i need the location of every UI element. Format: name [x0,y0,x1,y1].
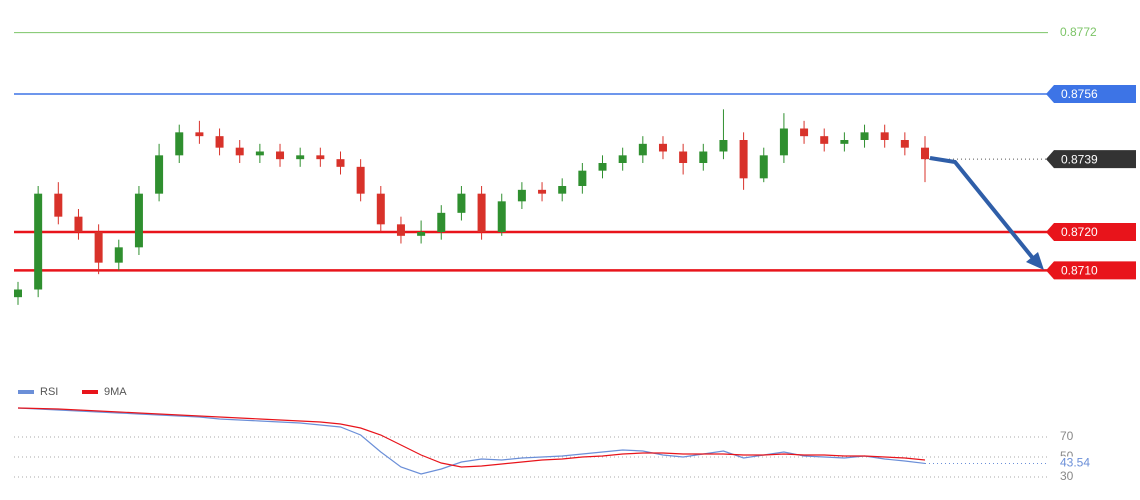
candle-body [34,193,43,290]
candle-body [336,159,345,167]
candle-body [94,232,103,263]
level-badge [1046,261,1136,280]
legend-swatch [82,390,98,394]
y-tick-label: 70 [1060,429,1074,443]
level-label: 0.8772 [1060,25,1097,39]
candle-body [840,140,849,144]
candle-body [517,189,526,202]
level-badge [1046,223,1136,241]
candle-body [739,140,748,179]
candle-body [578,170,587,186]
last-value-bg [1056,456,1102,471]
candle-body [276,151,285,160]
candle-body [175,132,184,156]
rsi-line [17,407,926,475]
candle-body [658,143,667,152]
candle-body [195,132,204,137]
level-label: 0.8739 [1061,152,1098,166]
candle-body [296,155,305,160]
candle-body [759,155,768,179]
candle-body [719,140,728,152]
candle-body [699,151,708,163]
level-label: 0.8756 [1061,87,1098,101]
forecast-arrow [929,156,1038,264]
candle-body [538,189,547,194]
legend-label: 9MA [104,386,127,398]
candle-body [880,132,889,140]
candle-body [558,186,567,194]
candle-body [900,140,909,148]
candle-body [618,155,627,163]
candle-body [457,193,466,213]
candle-body [800,128,809,137]
candle-body [437,212,446,232]
candle-body [820,136,829,144]
candle-body [235,147,244,156]
candle-body [598,163,607,171]
candle-body [638,143,647,156]
level-label: 0.8720 [1061,225,1098,239]
candle-body [54,193,63,217]
candle-body [114,247,123,263]
candle-body [155,155,164,194]
price-panel: 0.8772 0.8756 0.8739 0.8720 0.8710 [14,25,1136,305]
forecast-arrowhead [1026,252,1044,270]
candle-body [396,224,405,236]
candle-body [255,151,264,156]
candle-body [356,166,365,194]
candle-body [679,151,688,163]
legend-label: RSI [40,386,58,398]
legend-swatch [18,390,34,394]
level-badge [1046,150,1136,169]
candle-body [376,193,385,225]
y-tick-label: 30 [1060,469,1074,483]
candle-body [134,193,143,248]
level-badge [1046,85,1136,103]
candle-body [316,155,325,160]
last-value-label: 43.54 [1060,456,1090,470]
candle-body [14,289,22,298]
candle-body [497,201,506,232]
candle-body [779,128,788,156]
candle-body [215,136,224,148]
candle-body [417,232,426,236]
candle-body [860,132,869,140]
candle-body [477,193,486,232]
level-label: 0.8710 [1061,264,1098,278]
candle-body [74,216,83,232]
candle-body [921,147,929,160]
rsi-line [17,407,926,468]
